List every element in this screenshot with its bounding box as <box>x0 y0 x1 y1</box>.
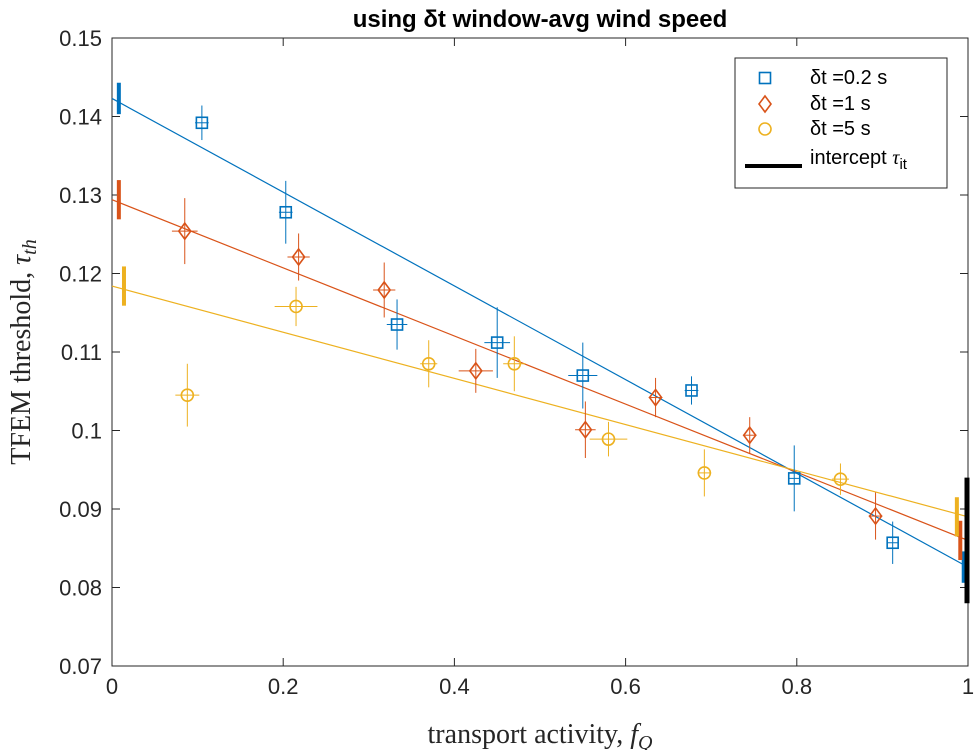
marker-square <box>685 384 698 397</box>
marker-diamond <box>578 420 593 440</box>
marker-square <box>886 536 899 550</box>
marker-diamond <box>758 94 772 114</box>
y-tick-label: 0.15 <box>59 26 102 51</box>
marker-circle <box>697 466 712 480</box>
fit-line <box>111 199 969 541</box>
marker-diamond <box>468 361 483 381</box>
y-tick-label: 0.07 <box>59 654 102 679</box>
marker-square <box>787 472 801 485</box>
marker-square <box>279 205 293 219</box>
y-axis-label: TFEM threshold, τth <box>6 239 41 464</box>
marker-circle <box>601 432 616 446</box>
marker-circle <box>180 388 195 402</box>
legend: δt =0.2 s δt =1 s δt =5 s intercept τit <box>734 57 948 189</box>
marker-diamond <box>868 506 883 526</box>
x-tick-label: 0.8 <box>782 674 813 699</box>
marker-square <box>195 116 209 130</box>
y-tick-label: 0.09 <box>59 497 102 522</box>
error-bars <box>171 105 898 564</box>
marker-circle <box>833 472 848 486</box>
legend-entry-label: δt =0.2 s <box>810 67 887 89</box>
marker-square <box>576 369 590 382</box>
x-tick-label: 0.2 <box>268 674 299 699</box>
y-tick-label: 0.1 <box>71 419 102 444</box>
ticks: 0 0.2 0.4 0.6 0.8 1 0.07 0.08 0.09 0.1 0.11 0.12 0.1… <box>59 26 974 699</box>
fit-line <box>111 285 969 518</box>
marker-circle <box>758 122 772 136</box>
marker-square <box>490 336 504 349</box>
legend-entry-label: δt =1 s <box>810 93 871 115</box>
marker-diamond <box>291 247 306 267</box>
intercept-bars <box>116 82 970 604</box>
marker-circle <box>289 299 303 314</box>
x-axis-label: transport activity, fQ <box>428 719 653 750</box>
marker-circle <box>421 356 436 371</box>
marker-square <box>390 318 404 331</box>
marker-diamond <box>377 280 392 300</box>
fit-lines <box>111 97 969 568</box>
x-tick-label: 1 <box>962 674 974 699</box>
markers <box>177 116 899 550</box>
x-tick-label: 0.6 <box>610 674 641 699</box>
x-tick-label: 0 <box>106 674 118 699</box>
y-tick-label: 0.14 <box>59 105 102 130</box>
marker-square <box>758 71 772 85</box>
marker-diamond <box>648 388 663 407</box>
legend-entry-label: δt =5 s <box>810 118 871 140</box>
marker-circle <box>507 356 522 371</box>
marker-diamond <box>177 221 192 241</box>
chart-title: using δt window-avg wind speed <box>353 6 728 33</box>
y-tick-label: 0.08 <box>59 576 102 601</box>
y-tick-label: 0.13 <box>59 183 102 208</box>
fit-line <box>111 97 969 568</box>
marker-diamond <box>742 425 757 445</box>
x-tick-label: 0.4 <box>439 674 470 699</box>
legend-entry-label: intercept τit <box>810 147 908 173</box>
y-tick-label: 0.12 <box>59 262 102 287</box>
y-tick-label: 0.11 <box>61 340 102 365</box>
